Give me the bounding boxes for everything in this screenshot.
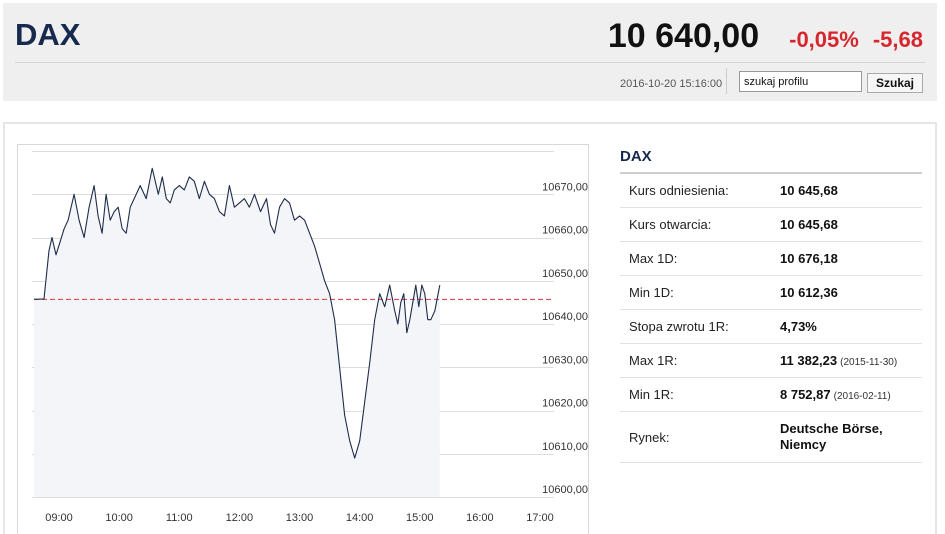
info-row: Min 1D: 10 612,36 xyxy=(620,275,922,310)
x-tick-label: 16:00 xyxy=(466,512,494,524)
change-percent: -0,05% xyxy=(789,27,859,52)
header-divider xyxy=(15,62,925,63)
info-value: 8 752,87 (2016-02-11) xyxy=(780,377,922,412)
info-label: Max 1R: xyxy=(620,343,780,378)
y-tick-label: 10670,00 xyxy=(542,181,588,193)
x-tick-label: 14:00 xyxy=(346,512,374,524)
info-value: 10 645,68 xyxy=(780,174,922,208)
info-value-text: 8 752,87 xyxy=(780,387,831,402)
chart-area-fill xyxy=(34,168,440,498)
y-tick-label: 10640,00 xyxy=(542,311,588,323)
info-row: Min 1R: 8 752,87 (2016-02-11) xyxy=(620,377,922,412)
info-label: Rynek: xyxy=(620,411,780,463)
y-tick-label: 10650,00 xyxy=(542,268,588,280)
change-absolute: -5,68 xyxy=(872,27,923,52)
y-tick-label: 10630,00 xyxy=(542,354,588,366)
timestamp: 2016-10-20 15:16:00 xyxy=(620,78,723,90)
info-value-text: 10 645,68 xyxy=(780,183,838,198)
info-note: (2016-02-11) xyxy=(833,391,891,402)
search-button[interactable]: Szukaj xyxy=(867,73,923,93)
y-tick-label: 10600,00 xyxy=(542,484,588,496)
info-value-text: 11 382,23 xyxy=(780,353,838,368)
x-tick-label: 12:00 xyxy=(226,512,254,524)
info-row: Kurs otwarcia: 10 645,68 xyxy=(620,207,922,242)
x-tick-label: 11:00 xyxy=(166,512,193,524)
toolbar-separator xyxy=(726,68,727,94)
info-value: 10 676,18 xyxy=(780,241,922,276)
price-summary: 10 640,00 -0,05% -5,68 xyxy=(608,17,923,56)
info-value-text: 10 645,68 xyxy=(780,217,838,232)
price-line xyxy=(33,167,441,459)
chart-canvas: 10670,00 10660,00 10650,00 10640,00 10630,00… xyxy=(32,151,588,524)
info-value: 10 612,36 xyxy=(780,275,922,310)
current-price: 10 640,00 xyxy=(607,17,760,55)
info-row: Max 1D: 10 676,18 xyxy=(620,241,922,276)
info-label: Min 1R: xyxy=(620,377,780,412)
info-value: 11 382,23 (2015-11-30) xyxy=(780,343,922,378)
info-value: 10 645,68 xyxy=(780,207,922,242)
search-input[interactable] xyxy=(739,71,862,92)
x-tick-label: 10:00 xyxy=(105,512,133,524)
info-label: Kurs odniesienia: xyxy=(620,174,780,208)
info-value-text: 4,73% xyxy=(780,319,817,334)
info-note: (2015-11-30) xyxy=(840,357,898,368)
info-row: Stopa zwrotu 1R: 4,73% xyxy=(620,309,922,344)
info-panel: DAX Kurs odniesienia: 10 645,68 Kurs otw… xyxy=(620,144,922,463)
info-title: DAX xyxy=(620,144,922,174)
y-tick-label: 10610,00 xyxy=(542,441,588,453)
info-label: Max 1D: xyxy=(620,241,780,276)
x-tick-label: 13:00 xyxy=(286,512,314,524)
header-bar: DAX 10 640,00 -0,05% -5,68 xyxy=(3,3,937,101)
intraday-chart: 10670,00 10660,00 10650,00 10640,00 10630,00… xyxy=(17,144,589,534)
info-value-text: Deutsche Börse, Niemcy xyxy=(780,421,883,452)
y-tick-label: 10620,00 xyxy=(542,398,588,410)
page-title: DAX xyxy=(15,17,81,52)
info-value-text: 10 612,36 xyxy=(780,285,838,300)
y-tick-label: 10660,00 xyxy=(542,225,588,237)
info-row: Rynek: Deutsche Börse, Niemcy xyxy=(620,411,922,463)
info-value: 4,73% xyxy=(780,309,922,344)
info-label: Stopa zwrotu 1R: xyxy=(620,309,780,344)
info-row: Kurs odniesienia: 10 645,68 xyxy=(620,174,922,208)
x-tick-label: 15:00 xyxy=(406,512,434,524)
info-table: Kurs odniesienia: 10 645,68 Kurs otwarci… xyxy=(620,174,922,463)
info-value: Deutsche Börse, Niemcy xyxy=(780,411,922,463)
x-tick-label: 17:00 xyxy=(526,512,554,524)
info-label: Min 1D: xyxy=(620,275,780,310)
info-row: Max 1R: 11 382,23 (2015-11-30) xyxy=(620,343,922,378)
info-label: Kurs otwarcia: xyxy=(620,207,780,242)
info-value-text: 10 676,18 xyxy=(780,251,838,266)
x-tick-label: 09:00 xyxy=(45,512,73,524)
